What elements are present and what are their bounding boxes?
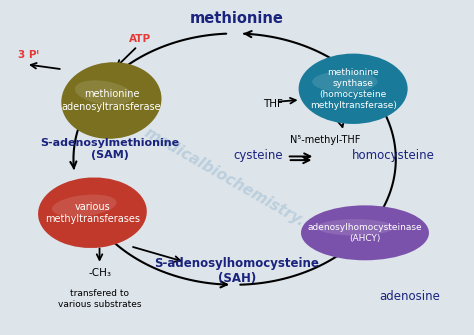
Ellipse shape (301, 205, 429, 260)
Ellipse shape (52, 195, 117, 217)
Text: N⁵-methyl-THF: N⁵-methyl-THF (290, 135, 360, 145)
Ellipse shape (38, 178, 147, 248)
Text: adenosine: adenosine (380, 290, 440, 303)
Text: homocysteine: homocysteine (352, 149, 435, 162)
Text: medicalbiochemistry.org: medicalbiochemistry.org (141, 125, 333, 244)
Ellipse shape (61, 62, 162, 139)
Text: adenosylhomocysteinase
(AHCY): adenosylhomocysteinase (AHCY) (308, 223, 422, 243)
Text: S-adenosylhomocysteine
(SAH): S-adenosylhomocysteine (SAH) (155, 257, 319, 285)
Ellipse shape (317, 219, 394, 236)
Text: cysteine: cysteine (234, 149, 283, 162)
Ellipse shape (312, 71, 378, 92)
Ellipse shape (299, 54, 408, 124)
Ellipse shape (75, 80, 133, 105)
Text: -CH₃: -CH₃ (88, 268, 111, 278)
Text: methionine
adenosyltransferase: methionine adenosyltransferase (62, 89, 161, 112)
Text: transfered to
various substrates: transfered to various substrates (58, 289, 141, 309)
Text: ATP: ATP (129, 34, 151, 44)
Text: methionine
synthase
(homocysteine
methyltransferase): methionine synthase (homocysteine methyl… (310, 68, 397, 110)
Text: S-adenosylmethionine
(SAM): S-adenosylmethionine (SAM) (40, 138, 180, 160)
Text: various
methyltransferases: various methyltransferases (45, 202, 140, 224)
Text: THF: THF (263, 99, 283, 109)
Text: 3 Pᴵ: 3 Pᴵ (18, 50, 39, 60)
Text: methionine: methionine (190, 11, 284, 26)
